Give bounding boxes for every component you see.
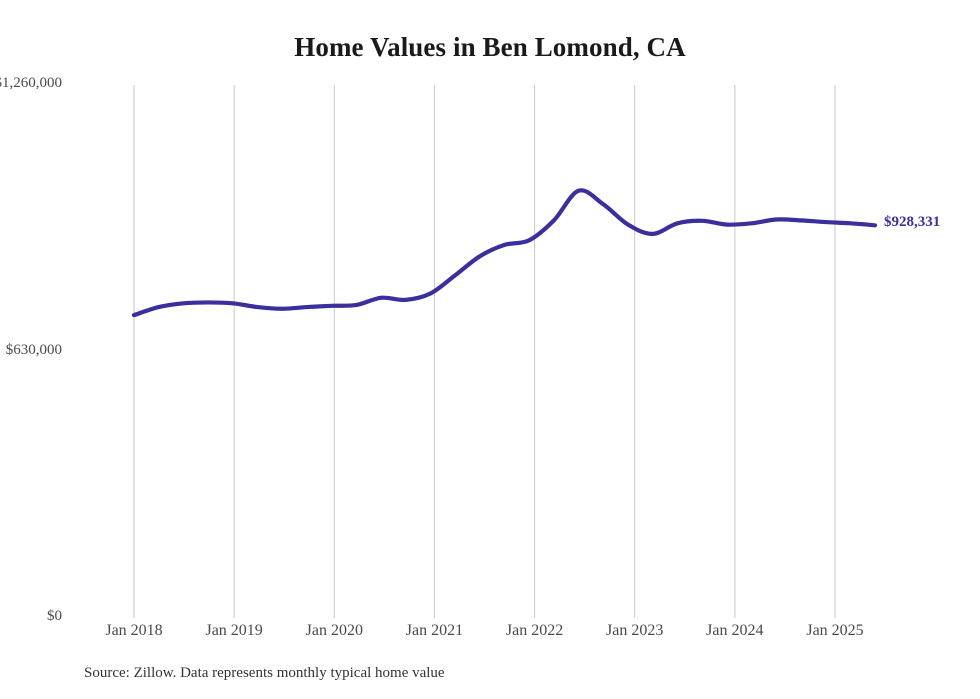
x-axis-tick-label: Jan 2024	[706, 622, 764, 639]
y-axis-tick-mid: $630,000	[5, 342, 62, 358]
gridlines-group	[133, 85, 836, 618]
x-axis-tick-label: Jan 2023	[606, 622, 664, 639]
chart-title: Home Values in Ben Lomond, CA	[294, 32, 686, 62]
value-line	[131, 188, 878, 318]
y-axis-tick-top: $1,260,000	[0, 75, 62, 91]
x-axis-tick-label: Jan 2018	[105, 622, 163, 639]
x-axis-tick-label: Jan 2019	[205, 622, 263, 639]
end-value-label: $928,331	[884, 214, 941, 231]
x-axis-tick-label: Jan 2025	[806, 622, 864, 639]
x-axis-tick-label: Jan 2022	[505, 622, 564, 639]
y-axis-tick-zero: $0	[47, 608, 62, 624]
x-axis-tick-label: Jan 2020	[305, 622, 363, 639]
source-note: Source: Zillow. Data represents monthly …	[84, 665, 445, 681]
x-axis-tick-label: Jan 2021	[405, 622, 464, 639]
